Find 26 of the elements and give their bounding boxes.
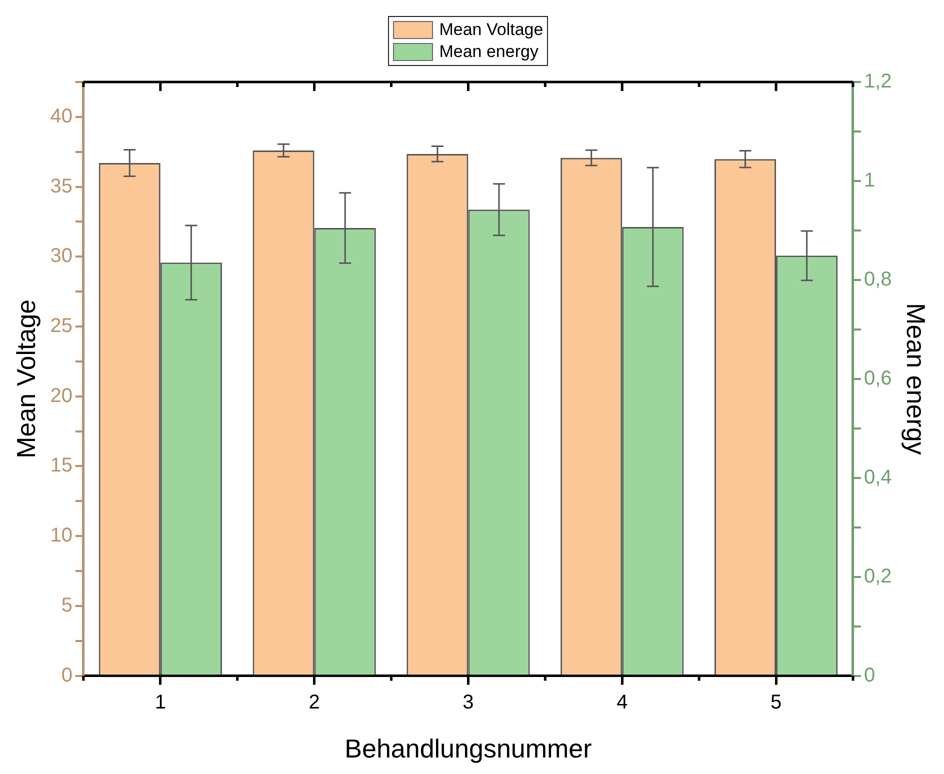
- y-tick-label: 20: [50, 384, 72, 407]
- legend-label: Mean energy: [439, 42, 538, 62]
- y2-tick-label: 0,8: [864, 268, 892, 290]
- y-tick-label: 0: [61, 664, 72, 686]
- y2-tick-label: 1: [864, 169, 876, 192]
- y-tick-label: 30: [50, 245, 72, 268]
- y2-tick-label: 0,6: [864, 367, 892, 390]
- y2-tick-label: 1,2: [864, 70, 892, 93]
- y-tick-label: 35: [50, 175, 72, 198]
- x-axis-title: Behandlungsnummer: [344, 734, 592, 764]
- y2-tick-label: 0,2: [864, 565, 892, 588]
- y-tick-label: 40: [50, 105, 72, 128]
- x-tick-label: 1: [154, 691, 166, 714]
- y-tick-label: 10: [50, 524, 72, 547]
- legend-label: Mean Voltage: [439, 20, 544, 40]
- y2-axis-title: Mean energy: [901, 303, 932, 455]
- y-tick-label: 15: [50, 454, 72, 477]
- y2-tick-label: 0,4: [864, 466, 892, 488]
- y-axis-title: Mean Voltage: [10, 299, 41, 458]
- x-tick-label: 4: [616, 691, 628, 714]
- y2-tick-label: 0: [864, 664, 876, 686]
- y-tick-label: 5: [61, 594, 72, 616]
- x-tick-label: 5: [770, 691, 782, 714]
- y-tick-label: 25: [50, 315, 72, 338]
- x-tick-label: 3: [462, 691, 474, 714]
- x-tick-label: 2: [308, 691, 320, 714]
